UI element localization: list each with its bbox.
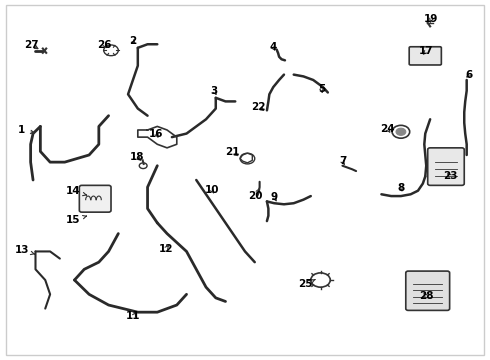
Text: 7: 7 bbox=[339, 157, 346, 166]
Text: 6: 6 bbox=[466, 69, 473, 80]
Text: 5: 5 bbox=[318, 84, 325, 94]
Text: 14: 14 bbox=[66, 186, 87, 197]
Text: 16: 16 bbox=[149, 129, 164, 139]
Text: 20: 20 bbox=[248, 188, 263, 201]
Text: 26: 26 bbox=[98, 40, 112, 50]
FancyBboxPatch shape bbox=[406, 271, 450, 310]
Text: 15: 15 bbox=[66, 215, 87, 225]
Text: 17: 17 bbox=[419, 46, 434, 57]
Text: 23: 23 bbox=[443, 171, 458, 181]
Text: 1: 1 bbox=[18, 125, 34, 135]
Text: 27: 27 bbox=[24, 40, 39, 50]
Text: 9: 9 bbox=[270, 192, 278, 202]
Text: 19: 19 bbox=[424, 14, 439, 24]
Text: 24: 24 bbox=[380, 124, 395, 134]
Text: 28: 28 bbox=[419, 291, 434, 301]
Text: 10: 10 bbox=[205, 185, 219, 195]
Text: 2: 2 bbox=[129, 36, 137, 46]
Text: 12: 12 bbox=[159, 244, 173, 253]
Text: 13: 13 bbox=[15, 246, 35, 255]
Text: 8: 8 bbox=[397, 183, 405, 193]
Text: 22: 22 bbox=[251, 102, 266, 112]
FancyBboxPatch shape bbox=[428, 148, 464, 185]
Text: 4: 4 bbox=[269, 42, 276, 52]
Text: 18: 18 bbox=[129, 152, 144, 162]
FancyBboxPatch shape bbox=[79, 185, 111, 212]
FancyBboxPatch shape bbox=[409, 47, 441, 65]
Text: 11: 11 bbox=[126, 311, 141, 321]
Text: 25: 25 bbox=[298, 279, 315, 289]
FancyBboxPatch shape bbox=[6, 5, 484, 355]
Text: 21: 21 bbox=[225, 147, 240, 157]
Text: 3: 3 bbox=[211, 86, 218, 96]
Circle shape bbox=[396, 128, 406, 135]
